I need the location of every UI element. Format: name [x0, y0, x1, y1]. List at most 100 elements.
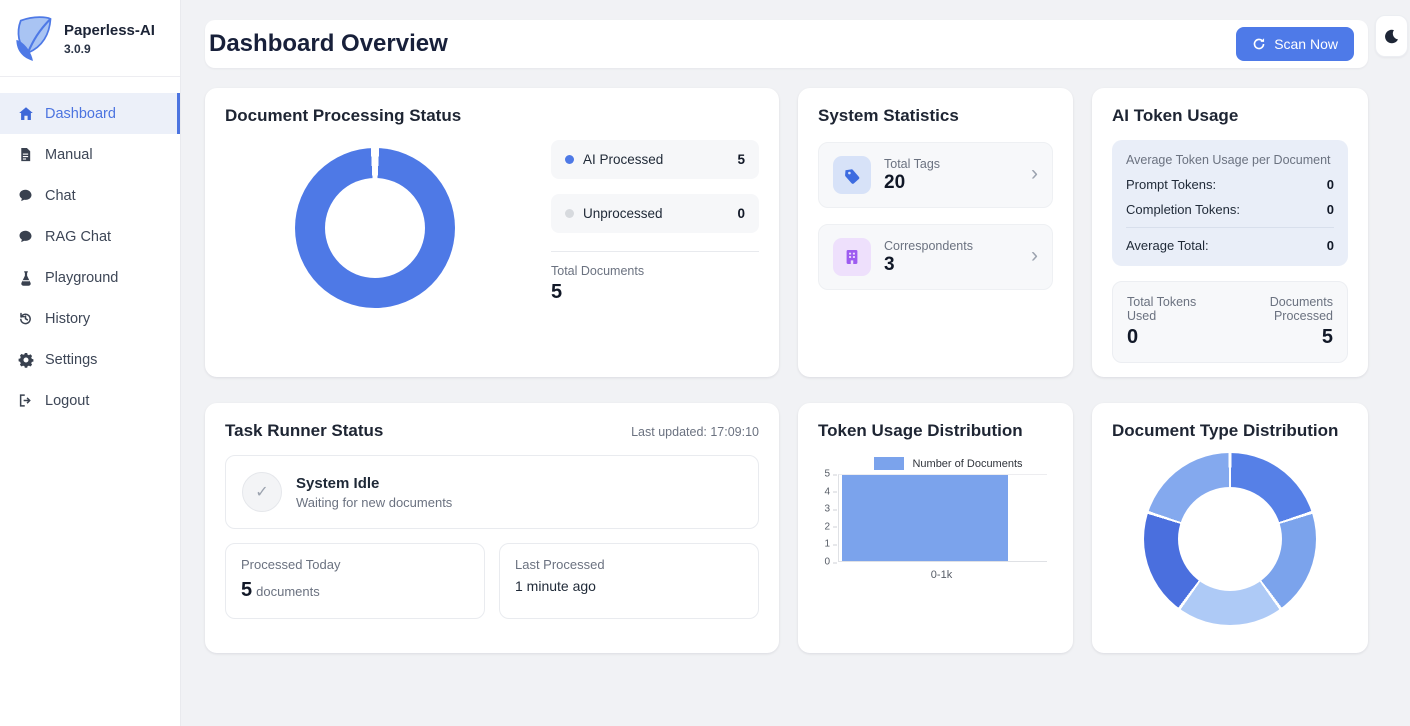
legend-label: Unprocessed [583, 206, 663, 221]
sidebar-item-label: Chat [45, 187, 76, 204]
sidebar-item-manual[interactable]: Manual [0, 134, 180, 175]
header-bar: Dashboard Overview Scan Now [205, 20, 1368, 68]
sidebar-item-settings[interactable]: Settings [0, 339, 180, 380]
legend-dot [565, 155, 574, 164]
plot-area [838, 474, 1047, 562]
legend-item-unprocessed: Unprocessed 0 [551, 194, 759, 233]
last-processed-box: Last Processed 1 minute ago [499, 543, 759, 619]
processing-donut-chart [225, 136, 525, 308]
total-tokens-used-value: 0 [1127, 326, 1139, 348]
y-tick: 3 [824, 503, 837, 515]
processed-today-value: 5 [241, 579, 253, 601]
completion-tokens-value: 0 [1326, 202, 1334, 217]
app-logo-row: Paperless-AI 3.0.9 [0, 0, 180, 77]
sidebar-item-label: Manual [45, 146, 93, 163]
history-icon [17, 310, 34, 327]
average-usage-panel: Average Token Usage per Document Prompt … [1112, 140, 1348, 266]
app-version: 3.0.9 [64, 42, 91, 57]
sidebar-item-chat[interactable]: Chat [0, 175, 180, 216]
last-processed-label: Last Processed [515, 557, 605, 572]
building-icon [833, 238, 871, 276]
legend-item-ai-processed: AI Processed 5 [551, 140, 759, 179]
page-title: Dashboard Overview [209, 30, 448, 57]
stat-label: Total Tags [884, 156, 941, 171]
documents-processed-label: Documents Processed [1269, 295, 1333, 323]
sidebar-item-label: History [45, 310, 91, 327]
home-icon [17, 105, 34, 122]
y-tick: 5 [824, 468, 837, 480]
sidebar-item-label: Playground [45, 269, 119, 286]
legend-dot [565, 209, 574, 218]
processed-today-box: Processed Today 5 documents [225, 543, 485, 619]
completion-tokens-label: Completion Tokens: [1126, 202, 1240, 217]
refresh-icon [1252, 37, 1266, 51]
x-tick-label: 0-1k [930, 569, 953, 581]
main-content: Dashboard Overview Scan Now Document Pro… [181, 0, 1410, 653]
chevron-right-icon: › [1031, 162, 1038, 185]
sidebar-item-playground[interactable]: Playground [0, 257, 180, 298]
card-title: AI Token Usage [1112, 106, 1239, 125]
last-updated-text: Last updated: 17:09:10 [631, 425, 759, 439]
last-processed-value: 1 minute ago [515, 578, 596, 594]
card-title: Task Runner Status [225, 421, 384, 440]
chevron-right-icon: › [1031, 244, 1038, 267]
sidebar-item-logout[interactable]: Logout [0, 380, 180, 421]
status-title: System Idle [296, 474, 380, 492]
completion-tokens-row: Completion Tokens: 0 [1126, 202, 1334, 217]
document-icon [17, 146, 34, 163]
average-total-row: Average Total: 0 [1126, 227, 1334, 253]
card-title: System Statistics [818, 106, 959, 125]
stat-row-total-tags[interactable]: Total Tags 20 › [818, 142, 1053, 208]
app-logo-leaf-icon [16, 16, 52, 61]
sidebar: Paperless-AI 3.0.9 Dashboard Manual Chat [0, 0, 181, 726]
gear-icon [17, 351, 34, 368]
card-document-processing-status: Document Processing Status AI Processed … [205, 88, 779, 377]
y-tick: 0 [824, 556, 837, 568]
sidebar-item-rag-chat[interactable]: RAG Chat [0, 216, 180, 257]
legend-value: 5 [737, 152, 745, 167]
card-token-usage-distribution: Token Usage Distribution Number of Docum… [798, 403, 1073, 653]
dashboard-cards: Document Processing Status AI Processed … [205, 88, 1368, 653]
app-name: Paperless-AI [64, 21, 155, 39]
y-tick: 1 [824, 538, 837, 550]
moon-icon [1384, 29, 1399, 44]
processed-today-unit: documents [256, 584, 320, 599]
flask-icon [17, 269, 34, 286]
logout-icon [17, 392, 34, 409]
prompt-tokens-value: 0 [1326, 177, 1334, 192]
bar [842, 475, 1009, 561]
sidebar-item-label: Dashboard [45, 105, 116, 122]
average-usage-heading: Average Token Usage per Document [1126, 153, 1331, 167]
check-circle: ✓ [242, 472, 282, 512]
card-system-statistics: System Statistics Total Tags 20 › Corres… [798, 88, 1073, 377]
total-tokens-used-label: Total Tokens Used [1127, 295, 1197, 323]
processed-today-label: Processed Today [241, 557, 341, 572]
prompt-tokens-label: Prompt Tokens: [1126, 177, 1217, 192]
documents-processed-value: 5 [1321, 326, 1333, 348]
card-document-type-distribution: Document Type Distribution [1092, 403, 1368, 653]
y-tick: 2 [824, 521, 837, 533]
card-title: Document Processing Status [225, 106, 462, 125]
legend-swatch [874, 457, 905, 470]
divider [551, 251, 759, 252]
average-total-label: Average Total: [1126, 238, 1209, 253]
sidebar-item-dashboard[interactable]: Dashboard [0, 93, 180, 134]
status-subtitle: Waiting for new documents [296, 494, 453, 510]
stat-value: 20 [884, 171, 906, 193]
y-tick: 4 [824, 486, 837, 498]
prompt-tokens-row: Prompt Tokens: 0 [1126, 177, 1334, 192]
chat-icon [17, 187, 34, 204]
scan-now-button[interactable]: Scan Now [1236, 27, 1354, 61]
stat-row-correspondents[interactable]: Correspondents 3 › [818, 224, 1053, 290]
card-title: Token Usage Distribution [818, 421, 1023, 440]
theme-toggle-button[interactable] [1375, 15, 1408, 57]
scan-now-label: Scan Now [1274, 36, 1338, 52]
bar-chart-legend: Number of Documents [844, 457, 1053, 470]
legend-series-name: Number of Documents [912, 457, 1023, 470]
stat-label: Correspondents [884, 238, 973, 253]
sidebar-item-label: Settings [45, 351, 98, 368]
stat-value: 3 [884, 253, 895, 275]
card-task-runner-status: Task Runner Status Last updated: 17:09:1… [205, 403, 779, 653]
sidebar-item-history[interactable]: History [0, 298, 180, 339]
sidebar-nav: Dashboard Manual Chat RAG Chat Playgroun… [0, 77, 180, 421]
